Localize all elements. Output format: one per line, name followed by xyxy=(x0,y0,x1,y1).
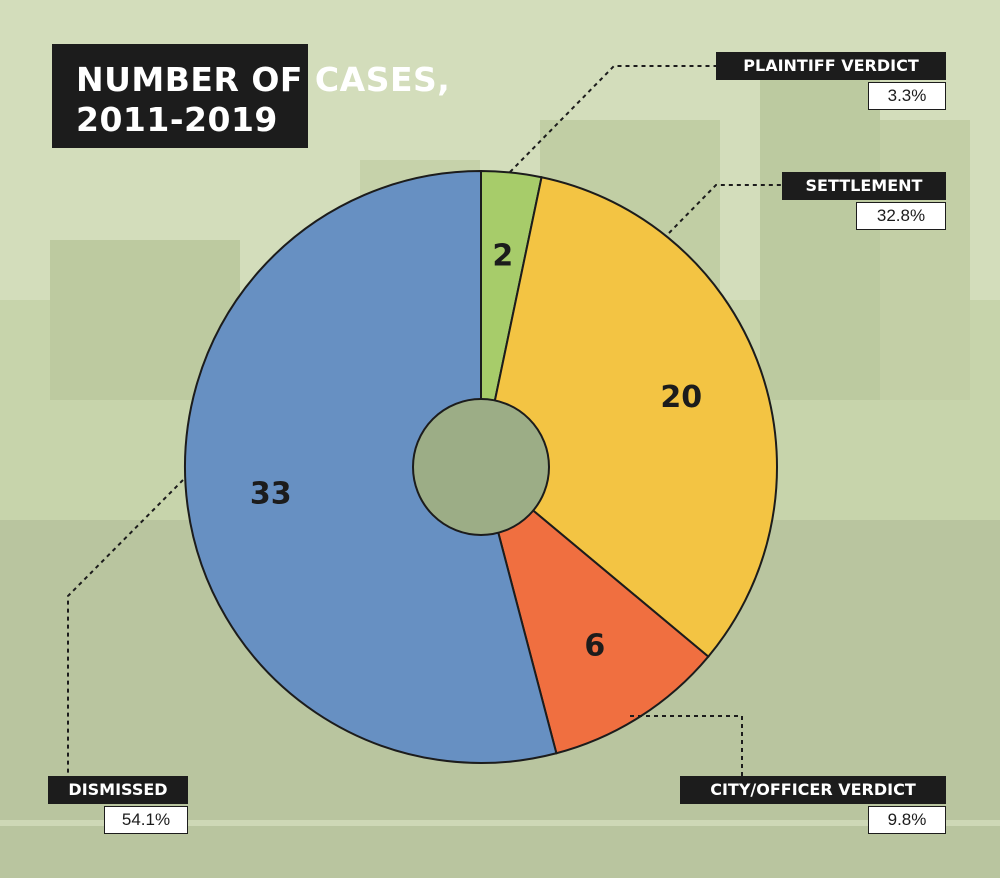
legend-label-settlement: SETTLEMENT xyxy=(782,172,946,200)
pie-center-hole xyxy=(412,398,550,536)
connector-settlement xyxy=(668,184,782,234)
slice-value-plaintiff-verdict: 2 xyxy=(492,239,513,274)
pie-slice-settlement xyxy=(479,176,778,659)
legend-percent-plaintiff-verdict: 3.3% xyxy=(868,82,946,110)
pie-slice-dismissed xyxy=(184,169,558,764)
legend-percent-settlement: 32.8% xyxy=(856,202,946,230)
chart-title-line-2: 2011-2019 xyxy=(76,100,278,139)
legend-percent-dismissed: 54.1% xyxy=(104,806,188,834)
legend-label-plaintiff-verdict: PLAINTIFF VERDICT xyxy=(716,52,946,80)
connector-city-officer-verdict xyxy=(630,715,743,778)
legend-label-city-officer-verdict: CITY/OFFICER VERDICT xyxy=(680,776,946,804)
legend-percent-city-officer-verdict: 9.8% xyxy=(868,806,946,834)
slice-value-dismissed: 33 xyxy=(250,477,292,512)
connector-plaintiff-verdict xyxy=(509,65,716,173)
legend-label-dismissed: DISMISSED xyxy=(48,776,188,804)
slice-value-city-officer-verdict: 6 xyxy=(584,628,605,663)
chart-title-line-1: NUMBER OF CASES, xyxy=(76,60,451,99)
slice-value-settlement: 20 xyxy=(660,380,702,415)
chart-title: NUMBER OF CASES, 2011-2019 xyxy=(52,44,451,148)
connector-dismissed xyxy=(67,479,184,776)
